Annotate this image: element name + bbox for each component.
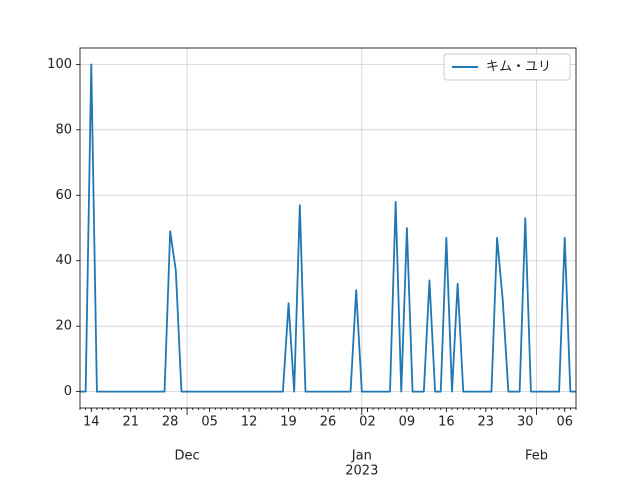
x-tick-label: 21 bbox=[122, 415, 139, 430]
line-series bbox=[80, 63, 576, 393]
x-tick-label: 28 bbox=[162, 415, 179, 430]
x-tick-label: 06 bbox=[556, 415, 573, 430]
x-tick-label: 05 bbox=[201, 415, 218, 430]
legend-label: キム・ユリ bbox=[486, 60, 551, 75]
x-major-label: Jan bbox=[351, 449, 372, 464]
y-tick-label: 100 bbox=[47, 57, 72, 72]
x-tick-label: 23 bbox=[478, 415, 495, 430]
y-tick-label: 60 bbox=[55, 188, 72, 203]
y-tick-label: 20 bbox=[55, 319, 72, 334]
legend: キム・ユリ bbox=[443, 53, 571, 81]
legend-box bbox=[443, 53, 571, 81]
y-tick-label: 40 bbox=[55, 253, 72, 268]
plot bbox=[80, 63, 576, 393]
x-tick-label: 19 bbox=[280, 415, 297, 430]
y-tick-label: 80 bbox=[55, 122, 72, 137]
x-tick-label: 02 bbox=[359, 415, 376, 430]
ticks: 0 20 40 60 80 100 14 21 28 05 12 19 26 02 09 16 23 30 06 De… bbox=[47, 57, 577, 479]
x-major-label: Dec bbox=[175, 449, 200, 464]
x-tick-label: 14 bbox=[83, 415, 100, 430]
x-major-label: Feb bbox=[525, 449, 548, 464]
x-tick-label: 30 bbox=[517, 415, 534, 430]
x-tick-label: 26 bbox=[320, 415, 337, 430]
x-major-sublabel: 2023 bbox=[345, 464, 378, 479]
x-tick-label: 12 bbox=[241, 415, 258, 430]
y-tick-label: 0 bbox=[64, 384, 72, 399]
x-tick-label: 09 bbox=[399, 415, 416, 430]
x-tick-label: 16 bbox=[438, 415, 455, 430]
